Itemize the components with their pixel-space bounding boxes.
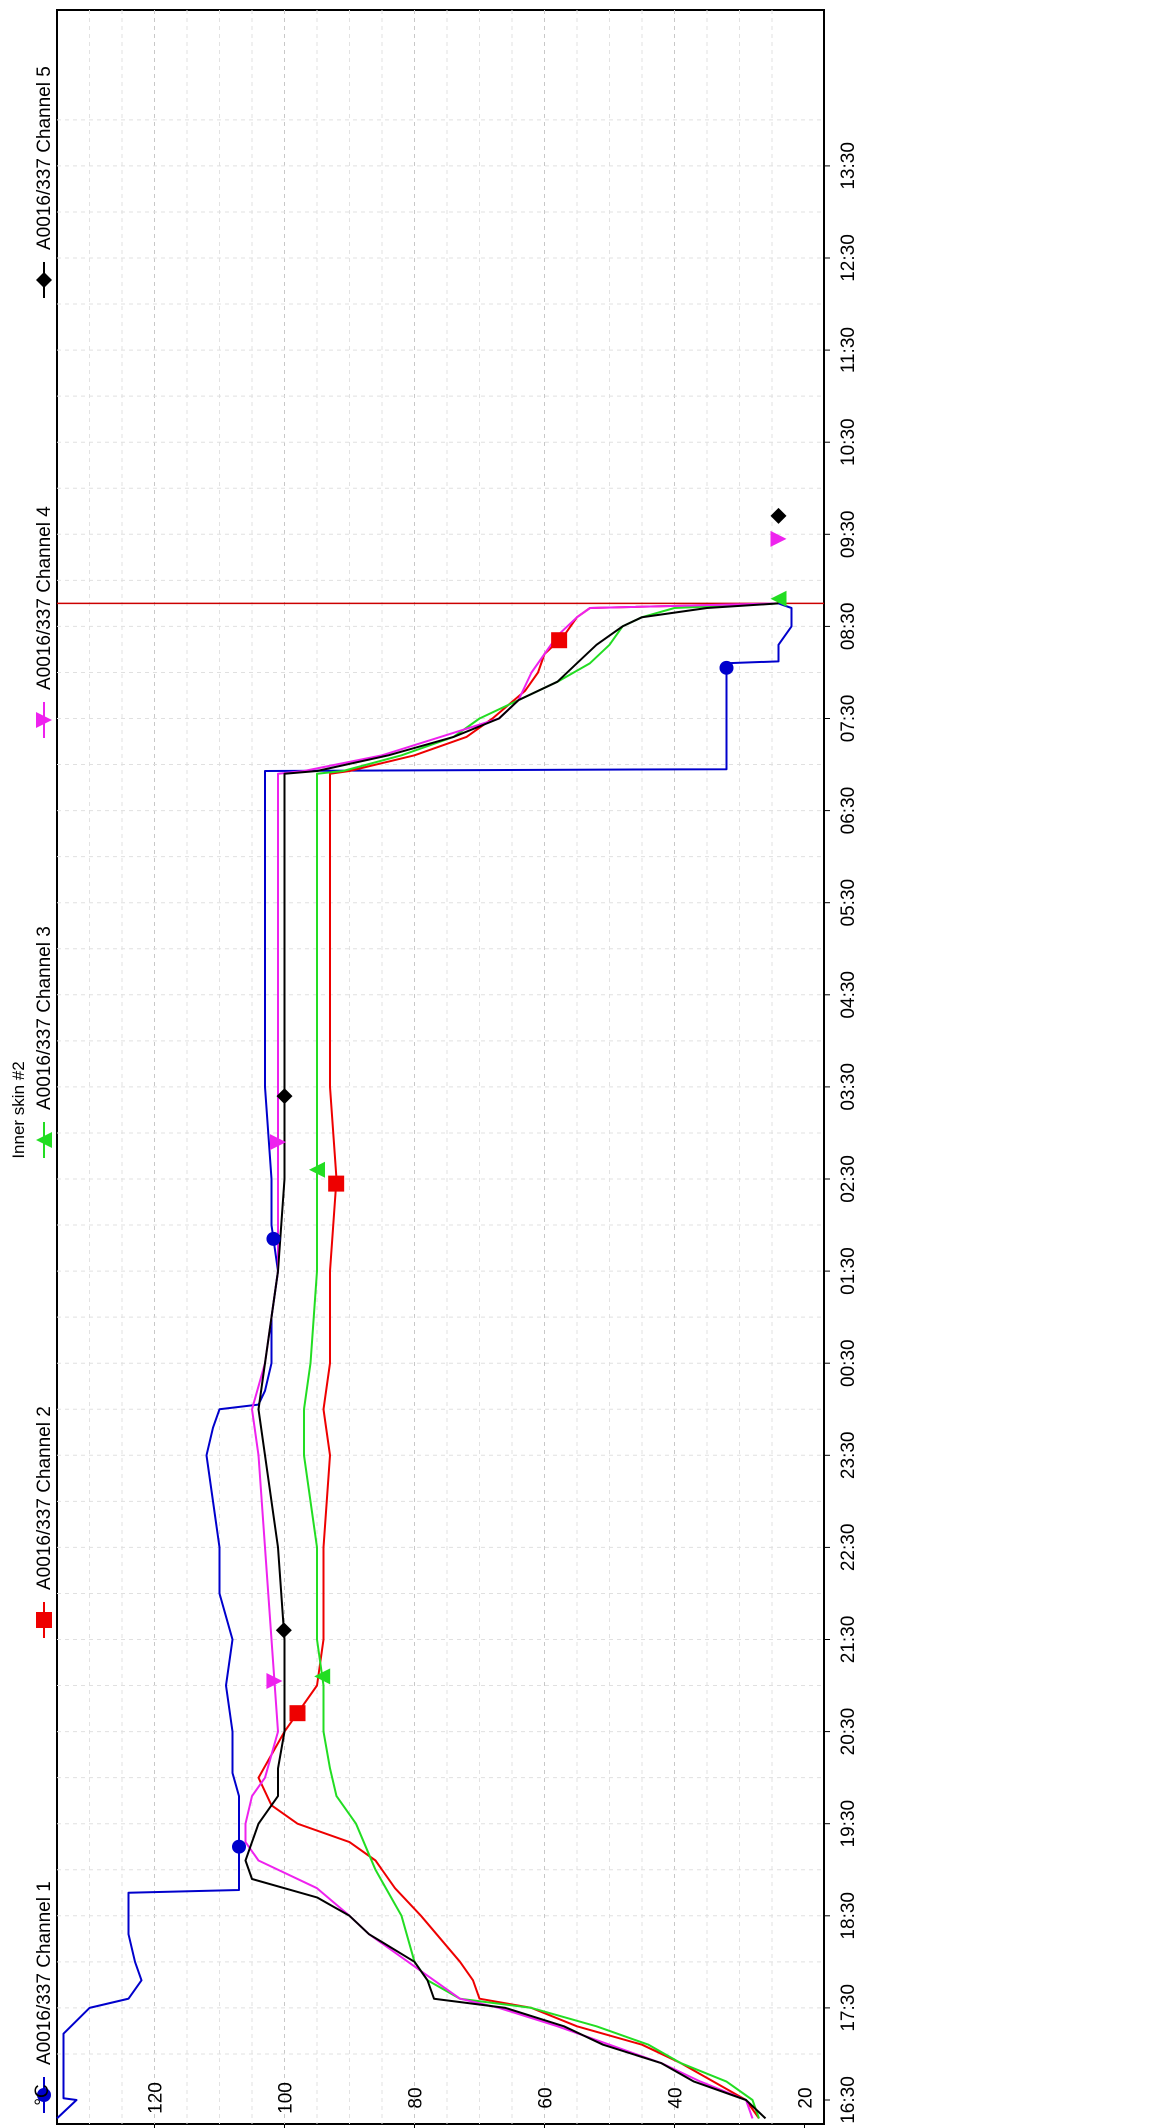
series-1-marker <box>719 660 734 675</box>
y-tick-label: 40 <box>666 2087 687 2108</box>
series-4-marker <box>270 1134 286 1151</box>
x-tick-label: 07:30 <box>838 695 859 743</box>
x-tick-label: 12:30 <box>838 234 859 282</box>
x-tick-label: 08:30 <box>838 603 859 651</box>
y-tick-label: 120 <box>146 2082 167 2114</box>
x-tick-label: 09:30 <box>838 511 859 559</box>
series-line-1 <box>56 602 793 2120</box>
x-tick-label: 17:30 <box>838 1984 859 2032</box>
y-axis-ticks: 20 40 60 80 100 120 <box>146 2082 817 2128</box>
x-tick-label: 04:30 <box>838 971 859 1019</box>
x-tick-label: 13:30 <box>838 142 859 190</box>
x-tick-label: 18:30 <box>838 1892 859 1940</box>
x-tick-label: 16:30 <box>838 2076 859 2124</box>
chart-title: Inner skin #2 <box>9 1061 28 1158</box>
legend-label-3: A0016/337 Channel 3 <box>34 926 55 1110</box>
x-tick-label: 23:30 <box>838 1432 859 1480</box>
series-line-2 <box>257 602 779 2119</box>
legend-marker-4 <box>36 712 52 728</box>
series-2-marker <box>328 1175 345 1192</box>
series-2-marker <box>551 632 568 649</box>
legend-label-2: A0016/337 Channel 2 <box>34 1406 55 1590</box>
series-2-marker <box>289 1705 306 1722</box>
series-3-marker <box>309 1161 325 1178</box>
x-tick-label: 10:30 <box>838 418 859 466</box>
x-tick-label: 00:30 <box>838 1339 859 1387</box>
markers-layer <box>232 507 787 1854</box>
x-tick-label: 03:30 <box>838 1063 859 1111</box>
series-4-marker <box>266 1672 283 1689</box>
series-5-marker <box>770 507 787 524</box>
series-1-marker <box>266 1231 281 1246</box>
series-5-marker <box>276 1088 293 1105</box>
y-tick-label: 80 <box>406 2087 427 2108</box>
x-axis-ticks: 16:30 17:30 18:30 19:30 20:30 21:30 22:30 23:30… <box>824 142 859 2124</box>
y-tick-label: 60 <box>536 2087 557 2108</box>
series-4-marker <box>770 530 787 547</box>
x-tick-label: 01:30 <box>838 1247 859 1295</box>
legend-label-4: A0016/337 Channel 4 <box>34 506 55 690</box>
legend-label-1: A0016/337 Channel 1 <box>34 1881 55 2065</box>
x-tick-label: 21:30 <box>838 1616 859 1664</box>
series-layer <box>56 602 793 2120</box>
plot-frame <box>56 9 825 2125</box>
series-line-5 <box>244 602 779 2120</box>
x-tick-label: 22:30 <box>838 1524 859 1572</box>
legend-marker-1 <box>37 2088 51 2102</box>
y-tick-label: 20 <box>796 2087 817 2108</box>
legend-label-5: A0016/337 Channel 5 <box>34 66 55 250</box>
legend: A0016/337 Channel 1 A0016/337 Channel 2 A0… <box>34 66 55 2113</box>
y-axis-label: °C <box>32 2084 53 2105</box>
legend-marker-3 <box>36 1132 52 1148</box>
legend-marker-2 <box>36 1612 52 1628</box>
series-1-marker <box>232 1839 246 1854</box>
series-3-marker <box>314 1668 331 1685</box>
series-5-marker <box>275 1622 292 1639</box>
x-tick-label: 19:30 <box>838 1800 859 1848</box>
y-tick-label: 100 <box>276 2082 297 2114</box>
grid <box>57 10 824 2124</box>
series-3-marker <box>770 590 787 607</box>
x-tick-label: 05:30 <box>838 879 859 927</box>
x-tick-label: 06:30 <box>838 787 859 835</box>
x-tick-label: 20:30 <box>838 1708 859 1756</box>
x-tick-label: 11:30 <box>838 327 859 373</box>
legend-marker-5 <box>36 272 52 288</box>
x-tick-label: 02:30 <box>838 1155 859 1203</box>
